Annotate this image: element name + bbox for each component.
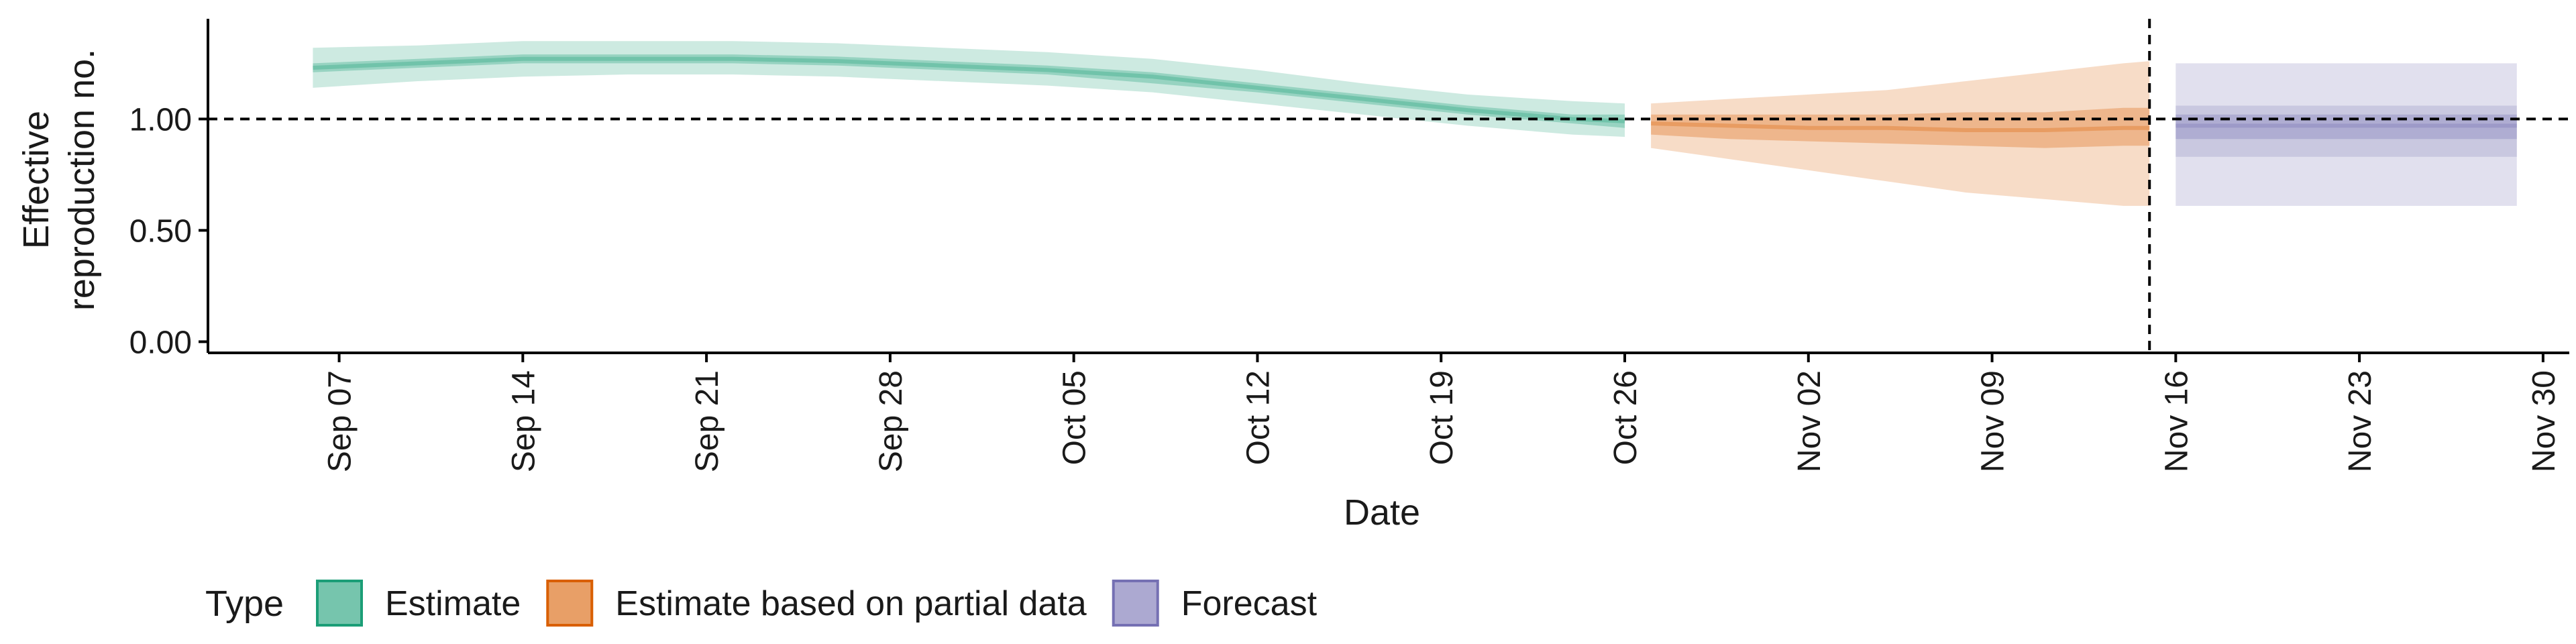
y-tick-label: 0.00 <box>129 325 192 360</box>
legend-label-0: Estimate <box>385 584 521 623</box>
y-axis-title-line-2: reproduction no. <box>62 49 102 311</box>
x-axis-title: Date <box>1344 492 1420 533</box>
x-tick-label: Nov 30 <box>2526 370 2562 472</box>
band-50-0 <box>313 54 1625 128</box>
x-tick-label: Oct 19 <box>1424 370 1460 465</box>
x-tick-label: Sep 28 <box>873 370 909 472</box>
legend-label-1: Estimate based on partial data <box>615 584 1087 623</box>
legend-key-1 <box>546 580 594 627</box>
legend-label-2: Forecast <box>1181 584 1318 623</box>
band-90-0 <box>313 41 1625 138</box>
uncertainty-bands <box>313 41 2517 206</box>
y-tick-label: 1.00 <box>129 102 192 138</box>
y-axis-ticks: 0.00 0.50 1.00 <box>129 102 208 360</box>
x-tick-label: Oct 26 <box>1608 370 1644 465</box>
median-lines <box>313 56 2517 132</box>
x-axis-ticks: Sep 07 Sep 14 Sep 21 Sep 28 Oct 05 Oct 12 Oct … <box>323 353 2562 472</box>
x-tick-label: Oct 12 <box>1240 370 1276 465</box>
band-outer-2 <box>2176 63 2517 206</box>
x-tick-label: Sep 21 <box>690 370 725 472</box>
legend-key-2 <box>1112 580 1159 627</box>
x-tick-label: Nov 23 <box>2343 370 2378 472</box>
x-tick-label: Sep 14 <box>506 370 541 472</box>
median-line-1 <box>1651 121 2150 132</box>
x-tick-label: Nov 02 <box>1792 370 1827 472</box>
y-axis-title-line-1: Effective <box>16 111 56 249</box>
x-tick-label: Nov 16 <box>2159 370 2194 472</box>
band-50-2 <box>2176 114 2517 140</box>
median-line-0 <box>313 56 1625 123</box>
x-tick-label: Oct 05 <box>1057 370 1093 465</box>
x-tick-label: Sep 07 <box>323 370 358 472</box>
legend: Type Estimate Estimate based on partial d… <box>205 580 1318 627</box>
legend-title: Type <box>205 584 284 624</box>
y-tick-label: 0.50 <box>129 213 192 249</box>
x-tick-label: Nov 09 <box>1976 370 2011 472</box>
legend-key-0 <box>316 580 363 627</box>
band-90-1 <box>1651 61 2150 206</box>
